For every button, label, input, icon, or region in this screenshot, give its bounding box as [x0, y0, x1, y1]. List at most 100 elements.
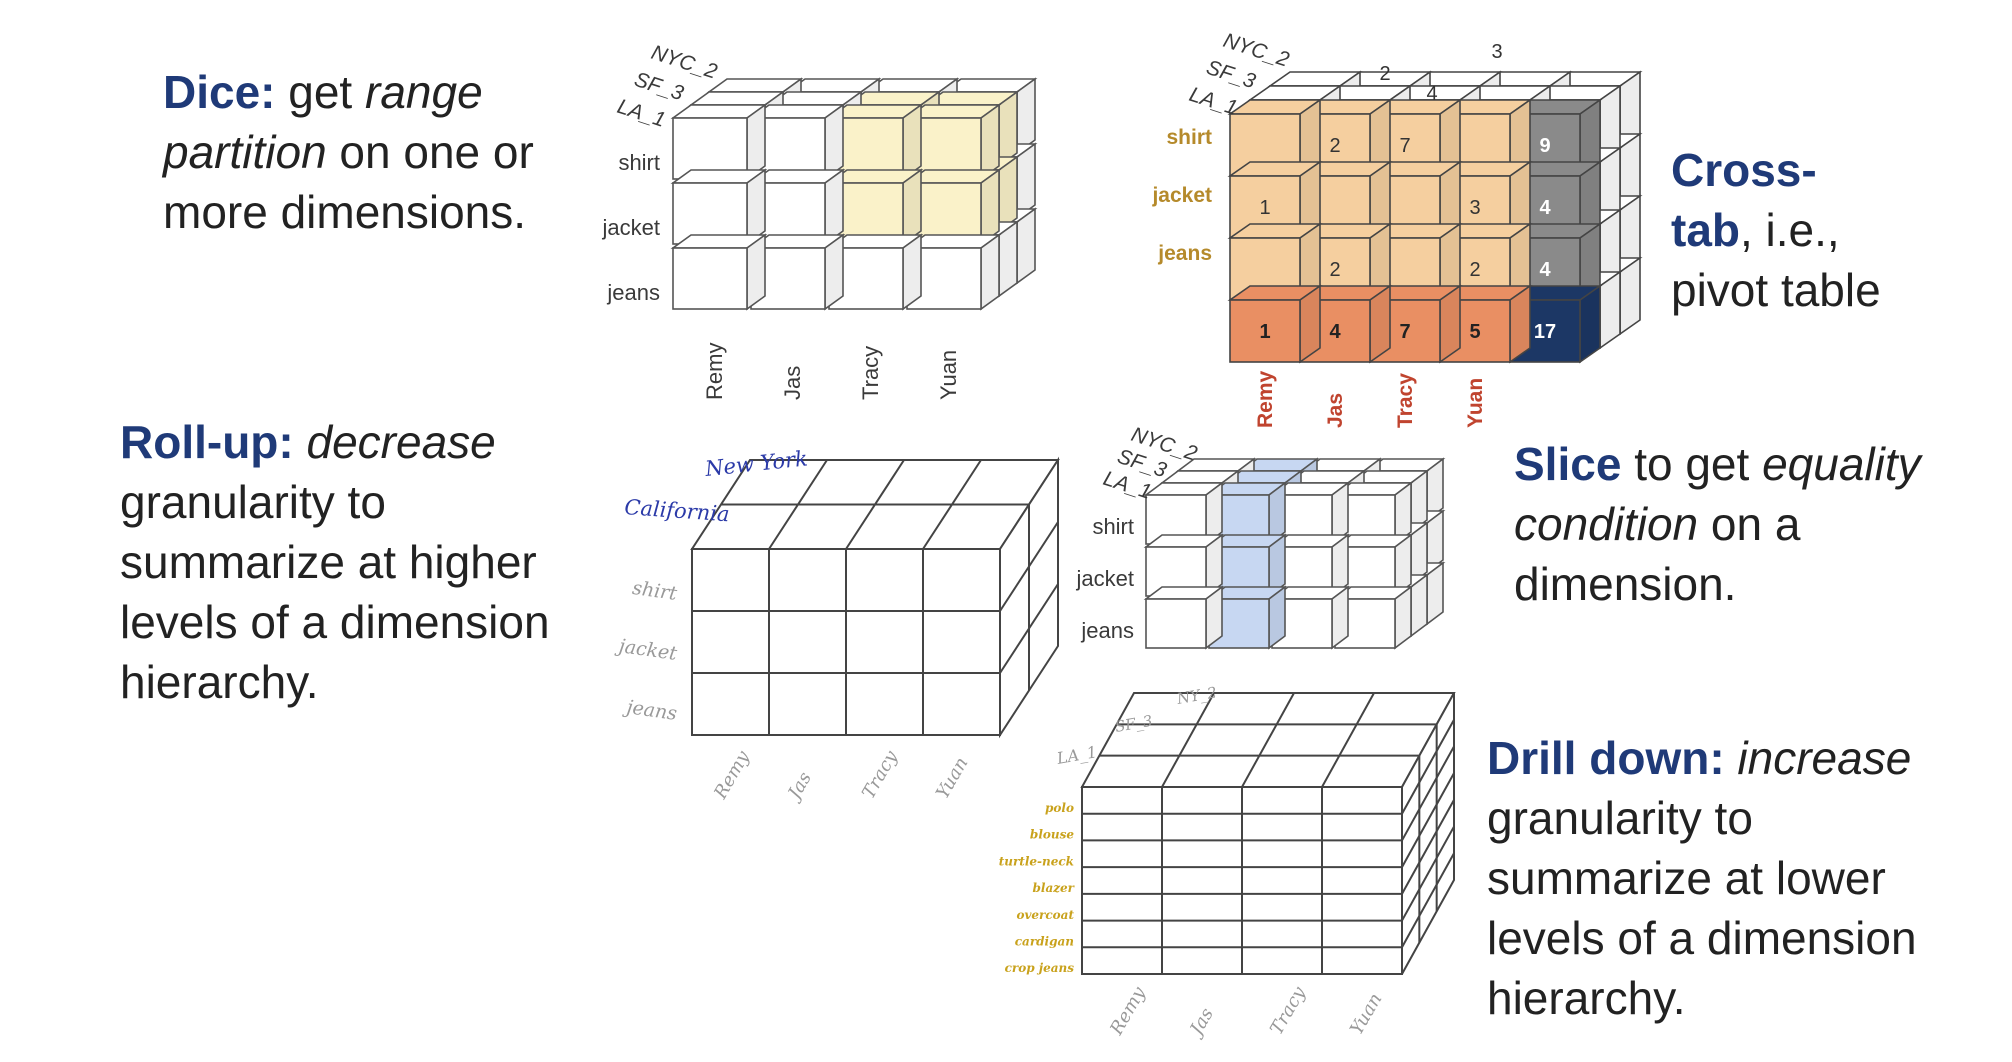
slice-row-label: jeans	[1080, 618, 1134, 643]
rollup-col-label: Yuan	[932, 754, 972, 803]
crosstab-col-label: Remy	[1254, 370, 1277, 428]
wire-cube-faces	[1080, 692, 1456, 975]
cell-side-face	[998, 155, 1018, 233]
cell-side-face	[746, 233, 766, 311]
rollup-caption: Roll-up: decrease granularity to summari…	[120, 412, 590, 712]
drill-row-label: polo	[1045, 801, 1074, 815]
wire-cube-faces	[690, 456, 1060, 739]
cell-front-face	[1229, 299, 1301, 363]
crosstab-cell-value: 3	[1469, 197, 1480, 219]
drilldown-cube: NY_2SF_3LA_1poloblouseturtle-neckblazero…	[999, 683, 1456, 1042]
rollup-emphasis: decrease	[306, 416, 496, 468]
dice-col-label: Remy	[702, 343, 727, 400]
crosstab-col-label: Tracy	[1394, 373, 1417, 428]
drill-row-label: blouse	[1030, 828, 1074, 842]
rollup-row-label: jeans	[621, 696, 678, 725]
cell-side-face	[1369, 284, 1391, 364]
drill-depth-label: LA_1	[1054, 742, 1098, 768]
slice-row-label: shirt	[1092, 514, 1134, 539]
cell-side-face	[824, 233, 844, 311]
top-col-line	[1241, 692, 1295, 788]
dice-caption: Dice: get range partition on one or more…	[163, 62, 593, 242]
crosstab-col-label: Yuan	[1464, 378, 1487, 428]
crosstab-col-total: 1	[1259, 321, 1270, 343]
crosstab-cell-value: 7	[1399, 135, 1410, 157]
side-row-line	[1401, 799, 1455, 895]
drill-row-label: cardigan	[1015, 935, 1074, 949]
dice-row-label: shirt	[618, 150, 660, 175]
cell-side-face	[824, 168, 844, 246]
dice-text-2: on one or more dimensions.	[163, 126, 534, 238]
cell-front-face	[672, 117, 748, 180]
crosstab-col-label: Jas	[1324, 393, 1347, 428]
cell-side-face	[1016, 142, 1036, 220]
dice-col-label: Jas	[780, 366, 805, 400]
cube-cell	[1269, 585, 1351, 650]
drilldown-caption: Drill down: increase granularity to summ…	[1487, 728, 1987, 1028]
side-row-line	[1401, 745, 1455, 841]
drill-col-label: Jas	[1184, 1004, 1218, 1042]
cell-side-face	[998, 220, 1018, 298]
rollup-heading: Roll-up:	[120, 416, 294, 468]
cell-side-face	[1599, 270, 1621, 350]
cube-cell	[904, 168, 1002, 246]
cell-side-face	[1299, 284, 1321, 364]
drill-row-label: overcoat	[1016, 908, 1074, 922]
slice-text-2: on a dimension.	[1514, 498, 1801, 610]
crosstab-cell-value: 2	[1469, 259, 1480, 281]
crosstab-top-value: 2	[1379, 63, 1390, 85]
slice-text-1: to get	[1621, 438, 1763, 490]
crosstab-col-total: 7	[1399, 321, 1410, 343]
rollup-row-label: shirt	[631, 577, 679, 605]
dice-emphasis: range partition	[163, 66, 483, 178]
cell-side-face	[980, 103, 1000, 181]
drilldown-emphasis: increase	[1737, 732, 1912, 784]
side-row-line	[1401, 772, 1455, 868]
drill-col-label: Tracy	[1266, 983, 1310, 1039]
cell-front-face	[672, 247, 748, 310]
slice-heading: Slice	[1514, 438, 1622, 490]
crosstab-grand-total: 17	[1534, 321, 1556, 343]
cell-side-face	[1579, 284, 1601, 364]
cell-side-face	[1619, 256, 1641, 336]
rollup-col-label: Jas	[782, 768, 816, 806]
crosstab-top-value: 4	[1426, 83, 1437, 105]
crosstab-row-total: 4	[1539, 197, 1551, 219]
top-col-line	[1321, 692, 1375, 788]
cell-side-face	[998, 90, 1018, 168]
cube-cell	[904, 233, 1002, 311]
cube-cell	[670, 168, 768, 246]
crosstab-col-total: 5	[1469, 321, 1480, 343]
cell-side-face	[1509, 284, 1531, 364]
dice-depth-label: LA_1	[614, 95, 668, 132]
rollup-text-1	[294, 416, 307, 468]
cube-cell	[670, 233, 768, 311]
cell-side-face	[746, 168, 766, 246]
slice-row-label: jacket	[1076, 566, 1134, 591]
crosstab-row-total: 9	[1539, 135, 1550, 157]
crosstab-cell-value: 2	[1329, 259, 1340, 281]
cell-side-face	[980, 168, 1000, 246]
cell-side-face	[980, 233, 1000, 311]
cube-cell	[670, 103, 768, 181]
rollup-depth-label: California	[624, 495, 731, 526]
cell-side-face	[1016, 207, 1036, 285]
side-row-line	[1401, 852, 1455, 948]
cell-front-face	[1145, 598, 1207, 649]
drilldown-heading: Drill down:	[1487, 732, 1725, 784]
dice-text-1: get	[275, 66, 365, 118]
drill-row-label: crop jeans	[1005, 961, 1075, 975]
side-row-line	[1401, 826, 1455, 922]
top-col-line	[1161, 692, 1215, 788]
cell-side-face	[902, 168, 922, 246]
dice-col-label: Tracy	[858, 346, 883, 400]
cell-side-face	[1439, 284, 1461, 364]
side-row-line	[1401, 719, 1455, 815]
rollup-text-2: granularity to summarize at higher level…	[120, 476, 550, 708]
drilldown-text-1	[1725, 732, 1738, 784]
